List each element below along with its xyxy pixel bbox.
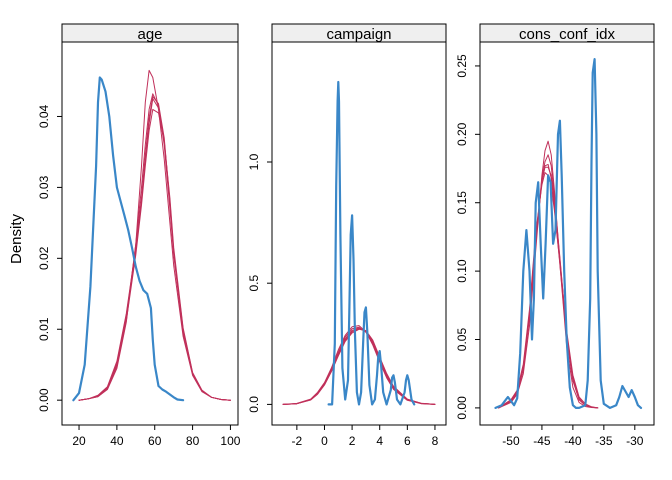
panel-cons-conf-idx-x-tick-label: -35 bbox=[595, 434, 613, 448]
panel-age-frame bbox=[61, 41, 239, 426]
panel-campaign-x-tick-label: 6 bbox=[404, 434, 411, 448]
y-axis-label: Density bbox=[8, 213, 25, 264]
panel-campaign-title: campaign bbox=[326, 26, 391, 43]
panel-cons-conf-idx-marks: -50 -45 -40 -35 -30 0.00 0.05 0.10 0.15 0.20 0.25 bbox=[455, 54, 644, 448]
panel-campaign-x-tick-label: -2 bbox=[292, 434, 303, 448]
panel-cons-conf-idx-imputed-density-line bbox=[498, 166, 599, 409]
panel-campaign-y-tick-label: 0.0 bbox=[247, 396, 261, 413]
panel-age-x-tick-label: 80 bbox=[186, 434, 200, 448]
panel-age-x-tick-label: 40 bbox=[110, 434, 124, 448]
panel-age-x-tick-label: 20 bbox=[72, 434, 86, 448]
panel-age: age 20 40 60 80 100 0.00 0.01 0.02 0.03 0.04 bbox=[37, 23, 241, 448]
panel-campaign: campaign -2 0 2 4 6 8 0.0 0.5 1.0 bbox=[247, 23, 447, 448]
panel-age-imputed-density-line bbox=[78, 96, 231, 401]
panel-cons-conf-idx-y-tick-label: 0.10 bbox=[455, 259, 469, 283]
panel-cons-conf-idx-imputed-density-line bbox=[498, 172, 599, 409]
panel-cons-conf-idx-imputed-density-line bbox=[498, 140, 599, 409]
panel-cons-conf-idx-y-tick-label: 0.05 bbox=[455, 328, 469, 352]
panel-cons-conf-idx-title: cons_conf_idx bbox=[519, 26, 615, 43]
panel-cons-conf-idx-y-tick-label: 0.25 bbox=[455, 54, 469, 78]
panel-cons-conf-idx-x-tick-label: -30 bbox=[626, 434, 644, 448]
panel-age-y-tick-label: 0.01 bbox=[37, 317, 51, 341]
panel-age-y-tick-label: 0.00 bbox=[37, 388, 51, 412]
panel-campaign-imputed-density-line bbox=[282, 328, 436, 405]
panel-cons-conf-idx-x-tick-label: -50 bbox=[502, 434, 520, 448]
panel-cons-conf-idx-y-tick-label: 0.20 bbox=[455, 122, 469, 146]
panel-cons-conf-idx: cons_conf_idx -50 -45 -40 -35 -30 0.00 0.05 0.1… bbox=[455, 23, 655, 448]
panel-campaign-frame bbox=[271, 41, 447, 426]
panel-campaign-marks: -2 0 2 4 6 8 0.0 0.5 1.0 bbox=[247, 80, 439, 448]
panel-campaign-x-tick-label: 0 bbox=[321, 434, 328, 448]
panel-age-y-tick-label: 0.02 bbox=[37, 246, 51, 270]
panel-cons-conf-idx-y-tick-label: 0.00 bbox=[455, 396, 469, 420]
panel-cons-conf-idx-frame bbox=[479, 41, 655, 426]
panel-campaign-x-tick-label: 8 bbox=[432, 434, 439, 448]
panel-age-marks: 20 40 60 80 100 0.00 0.01 0.02 0.03 0.04 bbox=[37, 69, 241, 448]
panel-campaign-observed-density-line bbox=[327, 80, 416, 406]
panel-age-x-tick-label: 60 bbox=[148, 434, 162, 448]
panel-campaign-imputed-density-line bbox=[282, 328, 436, 405]
panel-cons-conf-idx-observed-density-line bbox=[494, 57, 643, 409]
panel-age-y-tick-label: 0.03 bbox=[37, 175, 51, 199]
panel-age-observed-density-line bbox=[72, 76, 185, 402]
panel-campaign-x-tick-label: 4 bbox=[376, 434, 383, 448]
panel-campaign-imputed-density-line bbox=[282, 327, 436, 405]
panel-campaign-imputed-density-line bbox=[282, 326, 436, 405]
panel-age-title: age bbox=[137, 26, 162, 43]
panel-cons-conf-idx-imputed-density-line bbox=[498, 154, 599, 409]
panel-age-y-tick-label: 0.04 bbox=[37, 104, 51, 128]
panel-cons-conf-idx-y-tick-label: 0.15 bbox=[455, 191, 469, 215]
panel-campaign-y-tick-label: 0.5 bbox=[247, 275, 261, 292]
panel-cons-conf-idx-x-tick-label: -40 bbox=[564, 434, 582, 448]
panel-cons-conf-idx-x-tick-label: -45 bbox=[533, 434, 551, 448]
panel-campaign-y-tick-label: 1.0 bbox=[247, 153, 261, 170]
panel-campaign-x-tick-label: 2 bbox=[349, 434, 356, 448]
panel-campaign-imputed-density-line bbox=[282, 325, 436, 405]
panel-age-x-tick-label: 100 bbox=[220, 434, 240, 448]
